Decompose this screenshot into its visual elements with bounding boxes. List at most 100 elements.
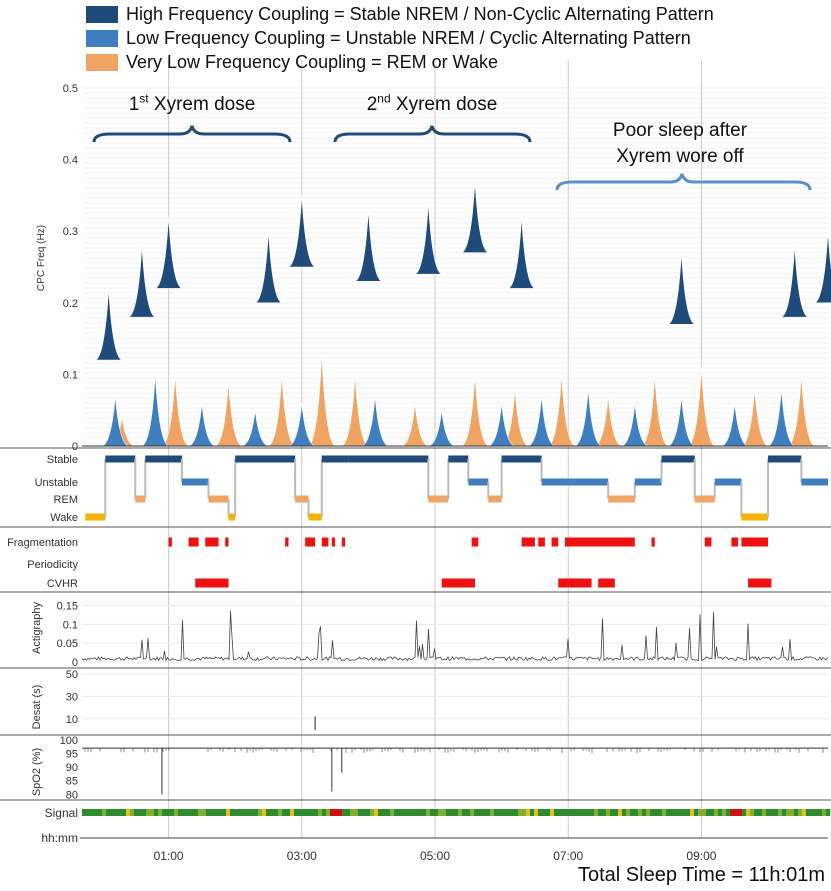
signal-quality-cell	[254, 809, 259, 816]
signal-quality-cell	[578, 809, 583, 816]
spo2-ytick-label: 80	[66, 789, 78, 801]
signal-quality-cell	[274, 809, 279, 816]
signal-quality-cell	[458, 809, 463, 816]
signal-quality-cell	[206, 809, 211, 816]
spo2-ytick-label: 100	[60, 735, 78, 747]
signal-quality-cell	[166, 809, 171, 816]
signal-quality-cell	[702, 809, 707, 816]
signal-quality-cell	[510, 809, 515, 816]
signal-quality-cell	[794, 809, 799, 816]
signal-quality-cell	[354, 809, 359, 816]
event-bar-cvhr	[441, 578, 475, 588]
signal-quality-cell	[410, 809, 415, 816]
signal-quality-cell	[778, 809, 783, 816]
cpc-peak-low	[360, 395, 390, 447]
signal-quality-cell	[630, 809, 635, 816]
signal-quality-cell	[506, 809, 511, 816]
cpc-peak-vlow	[161, 374, 190, 447]
signal-quality-cell	[566, 809, 571, 816]
signal-quality-cell	[106, 809, 111, 816]
signal-quality-cell	[390, 809, 395, 816]
hypnogram-state-label: Stable	[47, 454, 78, 466]
actigraphy-ytick-label: 0.05	[57, 638, 78, 650]
signal-quality-cell	[362, 809, 367, 816]
cpc-ytick-label: 0.5	[63, 83, 78, 95]
cpc-spectrogram	[94, 181, 831, 447]
cpc-peak-low	[141, 374, 170, 447]
signal-quality-cell	[530, 809, 535, 816]
hypnogram-segment	[105, 455, 136, 463]
annotation-dose1: 1st Xyrem dose	[112, 92, 272, 118]
signal-quality-cell	[710, 809, 715, 816]
hypnogram-segment	[448, 455, 469, 463]
poor-sleep-bracket	[555, 173, 812, 191]
signal-quality-cell	[442, 809, 447, 816]
signal-quality-cell	[82, 809, 87, 816]
hypnogram-segment	[768, 455, 802, 463]
signal-quality-cell	[126, 809, 131, 816]
cpc-peak-low	[287, 403, 316, 447]
event-bar-cvhr	[748, 578, 772, 588]
legend-item-low: Low Frequency Coupling = Unstable NREM /…	[86, 26, 714, 50]
cpc-peak-vlow	[547, 374, 576, 447]
signal-quality-cell	[138, 809, 143, 816]
cpc-peak-vlow	[740, 388, 769, 447]
hypnogram-segment	[488, 495, 502, 503]
signal-quality-cell	[498, 809, 503, 816]
cpc-peak-high	[354, 209, 383, 282]
dose1-text: Xyrem dose	[148, 94, 256, 115]
signal-quality-cell	[350, 809, 355, 816]
signal-quality-cell	[650, 809, 655, 816]
event-bar-fragmentation	[651, 537, 655, 547]
signal-quality-cell	[802, 809, 807, 816]
panel-separators	[0, 445, 831, 801]
event-bar-fragmentation	[538, 537, 545, 547]
hypnogram-state-label: Unstable	[35, 477, 78, 489]
signal-quality-cell	[706, 809, 711, 816]
signal-quality-cell	[210, 809, 215, 816]
signal-quality-cell	[518, 809, 523, 816]
signal-quality-cell	[662, 809, 667, 816]
legend-swatch-vlow	[86, 53, 118, 71]
signal-quality-cell	[418, 809, 423, 816]
signal-quality-cell	[450, 809, 455, 816]
spo2-ytick-label: 90	[66, 762, 78, 774]
signal-quality-cell	[318, 809, 323, 816]
hypnogram-segment	[135, 495, 146, 503]
cpc-peak-vlow	[214, 381, 243, 447]
signal-quality-cell	[618, 809, 623, 816]
annotation-dose2: 2nd Xyrem dose	[352, 92, 512, 118]
signal-quality-cell	[826, 809, 831, 816]
signal-quality-cell	[430, 809, 435, 816]
signal-quality-cell	[378, 809, 383, 816]
event-bar-fragmentation	[331, 537, 336, 547]
hypnogram-segment	[348, 455, 429, 463]
signal-quality-cell	[198, 809, 203, 816]
cpc-peak-low	[487, 403, 516, 447]
actigraphy-ytick-label: 0.15	[57, 601, 78, 613]
signal-quality-cell	[130, 809, 135, 816]
hypnogram-segment	[468, 478, 489, 486]
legend-label-low: Low Frequency Coupling = Unstable NREM /…	[126, 27, 691, 48]
signal-quality-cell	[322, 809, 327, 816]
signal-quality-cell	[298, 809, 303, 816]
total-sleep-time: Total Sleep Time = 11h:01m	[578, 864, 825, 886]
signal-quality-cell	[114, 809, 119, 816]
signal-label: Signal	[45, 806, 78, 820]
signal-quality-cell	[226, 809, 231, 816]
legend-label-high: High Frequency Coupling = Stable NREM / …	[126, 3, 714, 24]
event-bar-fragmentation	[521, 537, 535, 547]
cpc-peak-low	[620, 403, 649, 447]
spo2-ytick-label: 85	[66, 776, 78, 788]
signal-quality-cell	[446, 809, 451, 816]
dose2-ordinal: nd	[377, 91, 391, 106]
event-row-label: Fragmentation	[7, 537, 78, 549]
signal-quality-cell	[178, 809, 183, 816]
signal-quality-cell	[134, 809, 139, 816]
signal-quality-cell	[594, 809, 599, 816]
cpc-peak-high	[460, 181, 490, 253]
signal-quality-cell	[222, 809, 227, 816]
signal-quality-cell	[666, 809, 671, 816]
time-tick-label: 07:00	[553, 849, 583, 863]
legend-item-vlow: Very Low Frequency Coupling = REM or Wak…	[86, 50, 714, 74]
